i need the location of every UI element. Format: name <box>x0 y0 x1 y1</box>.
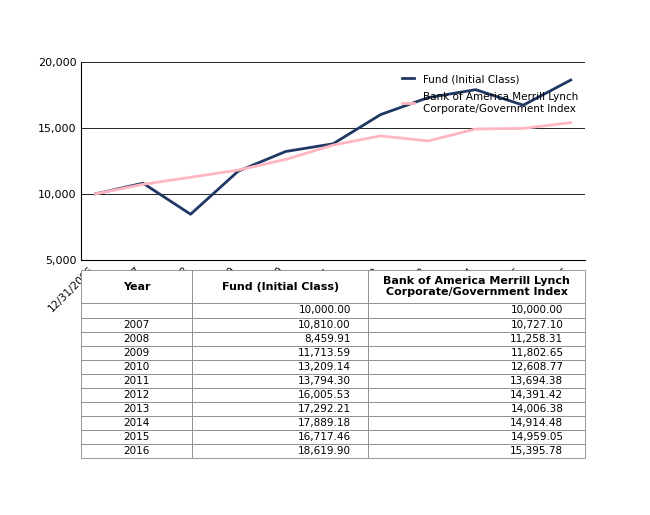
Legend: Fund (Initial Class), Bank of America Merrill Lynch
Corporate/Government Index: Fund (Initial Class), Bank of America Me… <box>399 71 581 117</box>
